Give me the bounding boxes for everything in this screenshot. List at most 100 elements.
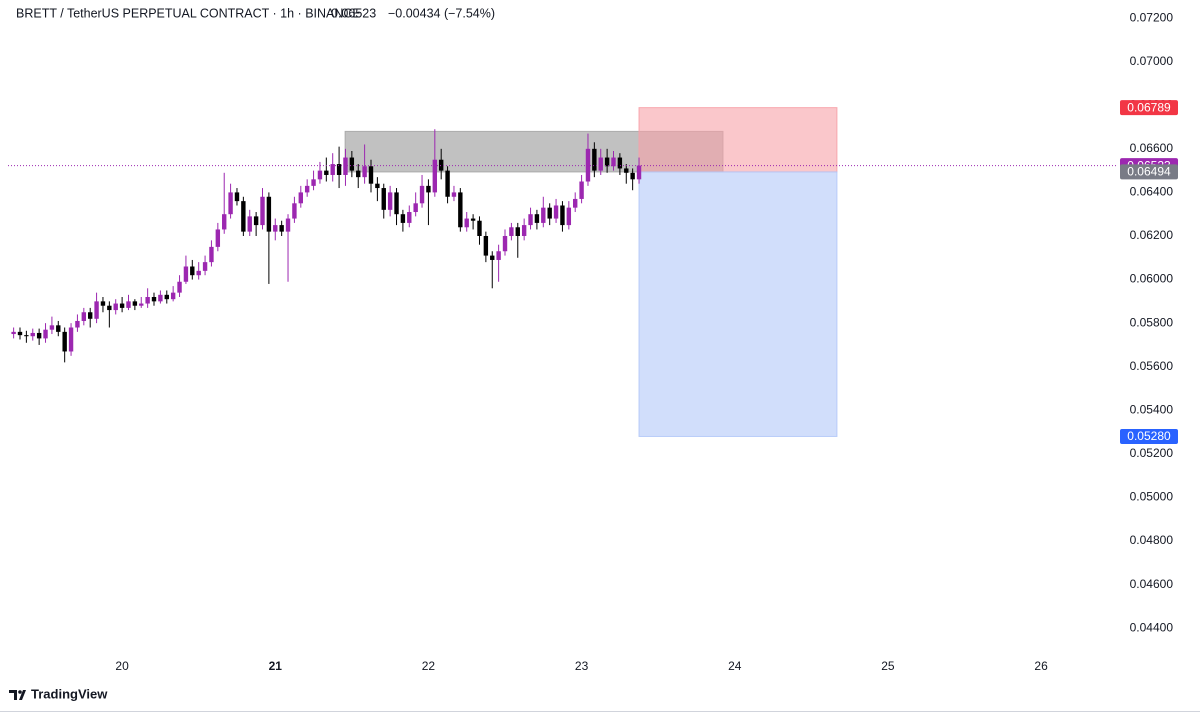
candle-body [438, 159, 444, 171]
zones [344, 107, 838, 437]
candle-body [419, 185, 425, 204]
zone [638, 171, 838, 437]
candle-body [317, 170, 323, 180]
candle-body [515, 227, 520, 236]
candle-body [394, 192, 399, 215]
y-tick-label: 0.05600 [1130, 359, 1174, 373]
candle-body [126, 301, 131, 308]
candle-body [177, 281, 182, 293]
zone [638, 107, 838, 173]
candle-body [253, 216, 259, 226]
candle-body [509, 227, 514, 236]
candle-body [43, 329, 48, 339]
candle-body [222, 214, 227, 230]
candle-body [94, 301, 99, 319]
brand-name: TradingView [31, 686, 108, 701]
x-tick-label: 24 [728, 659, 742, 673]
candle-body [598, 157, 603, 171]
price-label: 0.06494 [1127, 165, 1171, 179]
candle-body [547, 207, 552, 219]
candle-body [113, 303, 118, 311]
x-tick-label: 20 [115, 659, 129, 673]
candle-body [541, 207, 546, 223]
candle-body [158, 294, 163, 302]
candle-body [234, 192, 240, 202]
candle-body [285, 218, 291, 232]
candle-body [362, 166, 367, 178]
candle-body [49, 325, 55, 330]
candle-body [107, 305, 112, 311]
candle-body [170, 292, 176, 300]
candle-body [375, 183, 380, 189]
candle-body [413, 203, 418, 213]
x-tick-label: 22 [422, 659, 436, 673]
candle-body [304, 185, 310, 193]
y-tick-label: 0.07200 [1130, 10, 1174, 24]
last-price: 0.06523 [331, 6, 376, 20]
candle-body [528, 214, 533, 226]
y-tick-label: 0.06200 [1130, 228, 1174, 242]
candle-body [624, 168, 629, 173]
y-tick-label: 0.05400 [1130, 402, 1174, 416]
candle-body [432, 159, 438, 193]
price-label: 0.05280 [1127, 429, 1171, 443]
candle-body [630, 172, 635, 180]
candle-body [458, 192, 463, 228]
candle-body [400, 214, 406, 223]
candle-body [490, 255, 495, 260]
candle-body [349, 157, 355, 171]
candle-body [356, 170, 361, 178]
candle-body [100, 301, 106, 306]
candle-body [241, 201, 246, 232]
candle-body [209, 246, 214, 263]
candle-body [324, 170, 329, 175]
candle-body [445, 170, 450, 197]
price-change: −0.00434 (−7.54%) [388, 6, 495, 20]
candle-body [483, 235, 489, 256]
candle-body [592, 148, 597, 171]
candle-body [119, 303, 125, 308]
candle-body [611, 157, 616, 167]
y-tick-label: 0.06600 [1130, 141, 1174, 155]
y-tick-label: 0.04400 [1130, 620, 1174, 634]
y-tick-label: 0.05000 [1130, 490, 1174, 504]
x-tick-label: 21 [269, 659, 283, 673]
candle-body [311, 179, 316, 186]
candle-body [477, 220, 482, 236]
candle-body [164, 294, 169, 300]
candle-body [604, 157, 610, 167]
candle-body [298, 192, 303, 204]
candle-body [11, 331, 16, 335]
chart-title: BRETT / TetherUS PERPETUAL CONTRACT · 1h… [16, 6, 361, 20]
candle-body [330, 164, 335, 175]
candle-body [451, 192, 457, 197]
candle-body [407, 212, 412, 223]
x-tick-label: 23 [575, 659, 589, 673]
candle-body [75, 320, 80, 328]
candle-body [36, 332, 42, 339]
price-label-box [1120, 164, 1178, 180]
candle-body [496, 251, 501, 260]
candle-body [145, 296, 150, 304]
candle-body [260, 196, 265, 226]
candle-body [553, 205, 559, 219]
x-tick-label: 25 [881, 659, 895, 673]
candle-body [521, 225, 527, 236]
candle-body [132, 301, 138, 306]
candle-body [336, 164, 342, 175]
candle-body [279, 225, 284, 232]
x-tick-label: 26 [1034, 659, 1048, 673]
candle-body [56, 325, 61, 332]
price-label-box [1120, 428, 1178, 444]
candle-body [560, 205, 565, 226]
y-tick-label: 0.04600 [1130, 577, 1174, 591]
candle-body [30, 332, 35, 337]
candle-body [196, 270, 201, 276]
candle-body [566, 207, 572, 226]
candle-body [534, 214, 540, 223]
candle-body [573, 198, 578, 208]
y-tick-label: 0.06000 [1130, 272, 1174, 286]
price-label-box [1120, 100, 1178, 116]
